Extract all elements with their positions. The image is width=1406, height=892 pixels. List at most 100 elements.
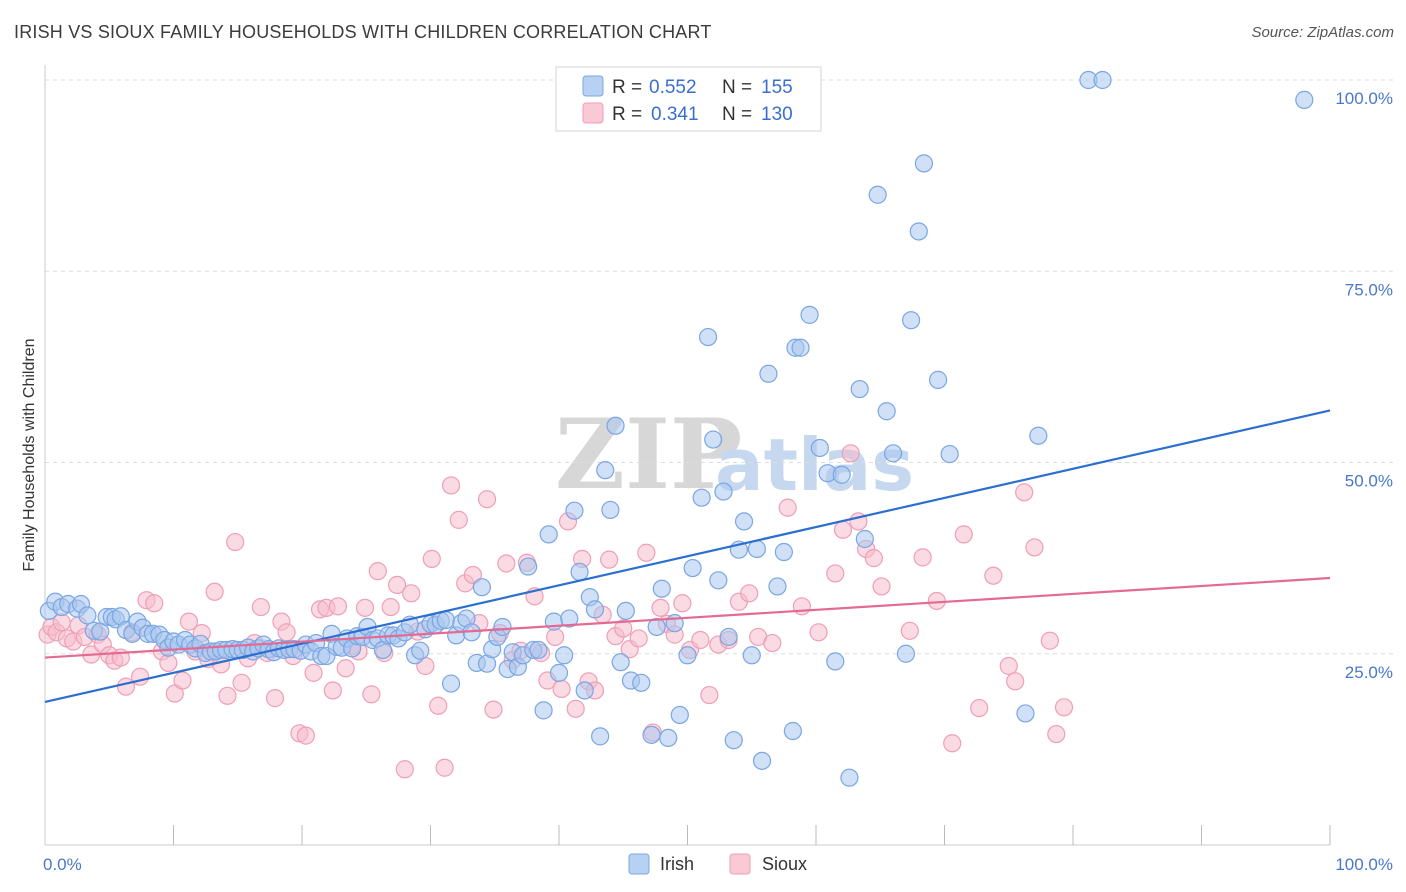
- irish-point: [800, 305, 819, 324]
- sioux-point: [422, 549, 441, 568]
- irish-point: [768, 577, 787, 596]
- sioux-point: [970, 698, 989, 718]
- irish-point: [441, 674, 461, 693]
- bottom-legend-swatch-irish: [628, 853, 650, 875]
- sioux-point: [435, 758, 454, 777]
- irish-point: [1029, 426, 1048, 445]
- irish-point: [565, 501, 584, 520]
- sioux-point: [497, 554, 516, 573]
- irish-point: [759, 364, 778, 383]
- sioux-point: [336, 659, 355, 678]
- sioux-point: [402, 584, 421, 603]
- sioux-point: [463, 565, 483, 585]
- sioux-point: [1040, 631, 1059, 650]
- sioux-point: [691, 630, 710, 650]
- irish-point: [774, 542, 793, 562]
- sioux-point: [159, 653, 178, 673]
- sioux-point: [673, 594, 692, 613]
- irish-point: [632, 673, 651, 692]
- irish-point: [810, 438, 829, 458]
- sioux-point: [484, 700, 503, 719]
- sioux-point: [116, 677, 136, 696]
- source-label: Source: ZipAtlas.com: [1251, 24, 1394, 41]
- bottom-legend-swatch-sioux: [729, 853, 751, 875]
- sioux-point: [251, 597, 270, 617]
- series-legend: Irish Sioux: [628, 853, 807, 875]
- irish-point: [78, 606, 97, 625]
- sioux-point: [833, 520, 853, 539]
- sioux-point: [323, 681, 342, 700]
- irish-point: [928, 370, 948, 389]
- sioux-point: [999, 656, 1018, 676]
- sioux-point: [566, 699, 585, 718]
- sioux-trend-line: [44, 576, 1331, 659]
- irish-point: [783, 721, 802, 741]
- sioux-point: [304, 663, 323, 682]
- legend-r-value: 0.552: [649, 77, 697, 98]
- irish-point: [659, 728, 678, 748]
- irish-point: [791, 338, 810, 357]
- irish-point: [742, 646, 761, 665]
- sioux-point: [637, 543, 656, 562]
- irish-point: [534, 701, 553, 720]
- irish-point: [642, 725, 661, 744]
- irish-point: [544, 612, 563, 631]
- sioux-point: [277, 623, 296, 642]
- irish-point: [896, 644, 916, 663]
- irish-point: [855, 529, 874, 549]
- irish-point: [692, 488, 711, 507]
- sioux-point: [449, 510, 468, 529]
- irish-point: [709, 571, 728, 590]
- irish-point: [724, 731, 743, 750]
- sioux-point: [614, 619, 633, 638]
- sioux-point: [984, 566, 1003, 585]
- sioux-point: [1025, 538, 1044, 557]
- sioux-point: [763, 633, 782, 653]
- sioux-point: [809, 623, 828, 642]
- sioux-point: [218, 686, 237, 705]
- irish-point: [670, 705, 689, 725]
- sioux-point: [362, 685, 381, 704]
- irish-point: [826, 652, 845, 671]
- irish-point: [1016, 704, 1035, 723]
- sioux-point: [205, 582, 224, 601]
- irish-point: [601, 500, 620, 520]
- irish-point: [652, 579, 671, 598]
- y-tick-label: 75.0%: [1345, 280, 1393, 299]
- sioux-point: [179, 612, 199, 631]
- sioux-point: [872, 577, 891, 596]
- sioux-point: [913, 548, 932, 567]
- legend-swatch-irish: [582, 75, 604, 97]
- sioux-point: [1054, 698, 1074, 717]
- irish-point: [698, 327, 718, 347]
- sioux-point: [954, 525, 973, 544]
- irish-point: [436, 610, 456, 630]
- sioux-point: [826, 564, 845, 583]
- chart-title: IRISH VS SIOUX FAMILY HOUSEHOLDS WITH CH…: [14, 22, 712, 42]
- irish-point: [747, 539, 766, 559]
- legend-r-label: R =: [612, 77, 642, 98]
- irish-point: [1295, 90, 1314, 109]
- irish-point: [596, 461, 615, 480]
- sioux-point: [841, 444, 860, 463]
- irish-trend-line: [44, 409, 1331, 704]
- irish-point: [850, 379, 869, 399]
- sioux-point: [1047, 724, 1066, 744]
- sioux-point: [477, 490, 497, 509]
- legend-swatch-sioux: [582, 102, 604, 124]
- irish-point: [909, 222, 928, 241]
- irish-point: [940, 444, 959, 464]
- sioux-point: [864, 549, 883, 568]
- sioux-point: [328, 597, 348, 616]
- y-tick-label: 50.0%: [1345, 472, 1393, 491]
- gridlines: 25.0% 50.0% 75.0% 100.0%: [45, 79, 1393, 682]
- legend-n-value: 155: [761, 77, 793, 98]
- irish-point: [585, 600, 605, 619]
- sioux-point: [296, 726, 315, 745]
- irish-point: [832, 465, 851, 484]
- irish-point: [472, 578, 491, 597]
- sioux-point: [700, 685, 719, 705]
- sioux-point: [900, 621, 919, 640]
- sioux-point: [546, 627, 565, 647]
